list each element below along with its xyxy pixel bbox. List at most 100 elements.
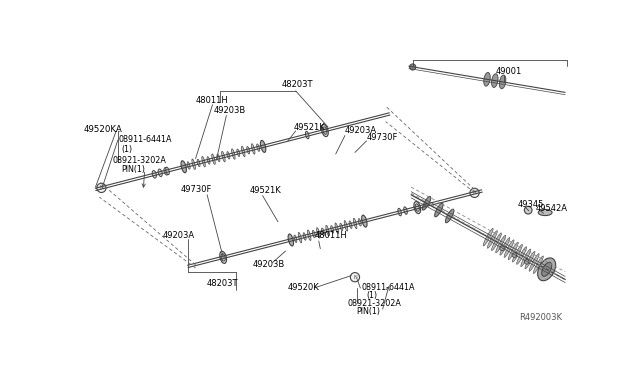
Ellipse shape: [500, 238, 510, 255]
Ellipse shape: [212, 154, 215, 164]
Ellipse shape: [312, 230, 316, 238]
Ellipse shape: [197, 159, 200, 167]
Ellipse shape: [257, 144, 260, 151]
Text: PIN(1): PIN(1): [122, 165, 146, 174]
Ellipse shape: [496, 235, 506, 253]
Ellipse shape: [317, 228, 320, 238]
Text: 08911-6441A: 08911-6441A: [118, 135, 172, 144]
Ellipse shape: [415, 204, 419, 211]
Ellipse shape: [541, 262, 552, 276]
Text: 49521K: 49521K: [250, 186, 281, 195]
Ellipse shape: [166, 167, 170, 175]
Ellipse shape: [261, 141, 265, 152]
Ellipse shape: [252, 144, 255, 154]
Ellipse shape: [305, 131, 309, 139]
Ellipse shape: [398, 208, 401, 216]
Ellipse shape: [331, 226, 333, 233]
Ellipse shape: [363, 216, 366, 226]
Ellipse shape: [349, 221, 352, 228]
Circle shape: [500, 246, 504, 251]
Text: 48203T: 48203T: [282, 80, 314, 89]
Circle shape: [97, 183, 106, 192]
Text: 48203T: 48203T: [207, 279, 239, 288]
Text: 49730F: 49730F: [367, 132, 398, 141]
Ellipse shape: [227, 151, 230, 159]
Text: 48011H: 48011H: [196, 96, 228, 105]
Ellipse shape: [221, 151, 225, 162]
Ellipse shape: [445, 209, 454, 223]
Ellipse shape: [288, 234, 294, 246]
Ellipse shape: [307, 230, 311, 241]
Text: (1): (1): [367, 291, 378, 300]
Text: PIN(1): PIN(1): [356, 307, 381, 316]
Ellipse shape: [335, 223, 339, 233]
Ellipse shape: [353, 218, 357, 229]
Ellipse shape: [221, 254, 225, 261]
Ellipse shape: [340, 223, 343, 231]
Circle shape: [524, 206, 532, 214]
Ellipse shape: [508, 242, 518, 260]
Ellipse shape: [525, 251, 535, 269]
Text: 49520K: 49520K: [288, 283, 320, 292]
Ellipse shape: [538, 258, 556, 281]
Ellipse shape: [321, 228, 324, 235]
Text: 49730F: 49730F: [180, 185, 212, 194]
Ellipse shape: [241, 146, 245, 157]
Ellipse shape: [303, 233, 306, 240]
Ellipse shape: [192, 159, 195, 169]
Ellipse shape: [152, 170, 156, 178]
Ellipse shape: [487, 231, 497, 248]
Ellipse shape: [516, 247, 527, 264]
Text: 49345: 49345: [517, 199, 544, 209]
Ellipse shape: [358, 219, 361, 226]
Ellipse shape: [298, 232, 301, 243]
Text: 08921-3202A: 08921-3202A: [348, 299, 401, 308]
Ellipse shape: [513, 244, 522, 262]
Ellipse shape: [323, 127, 327, 134]
Ellipse shape: [237, 149, 240, 157]
Ellipse shape: [499, 75, 506, 89]
Text: 49203A: 49203A: [345, 126, 377, 135]
Text: 08921-3202A: 08921-3202A: [113, 155, 166, 165]
Circle shape: [350, 273, 360, 282]
Ellipse shape: [541, 260, 552, 278]
Circle shape: [470, 188, 479, 198]
Ellipse shape: [362, 215, 367, 227]
Text: N: N: [473, 190, 476, 195]
Ellipse shape: [289, 235, 292, 245]
Ellipse shape: [492, 74, 498, 87]
Ellipse shape: [404, 207, 407, 214]
Ellipse shape: [182, 161, 186, 172]
Circle shape: [512, 253, 516, 257]
Ellipse shape: [217, 154, 220, 161]
Text: (1): (1): [122, 145, 132, 154]
Ellipse shape: [326, 225, 330, 236]
Text: 49520KA: 49520KA: [84, 125, 123, 134]
Ellipse shape: [202, 157, 205, 167]
Text: 49001: 49001: [496, 67, 522, 76]
Ellipse shape: [181, 161, 186, 173]
Text: 49203B: 49203B: [214, 106, 246, 115]
Ellipse shape: [483, 228, 493, 246]
Ellipse shape: [521, 249, 531, 267]
Ellipse shape: [422, 196, 431, 210]
Ellipse shape: [164, 167, 168, 175]
Text: 48011H: 48011H: [314, 231, 347, 240]
Text: 49521K: 49521K: [293, 123, 325, 132]
Ellipse shape: [504, 240, 514, 257]
Text: 49203B: 49203B: [253, 260, 285, 269]
Circle shape: [524, 260, 529, 264]
Text: 08911-6441A: 08911-6441A: [361, 283, 415, 292]
Ellipse shape: [538, 209, 552, 216]
Ellipse shape: [294, 235, 297, 243]
Ellipse shape: [247, 147, 250, 154]
Ellipse shape: [484, 73, 490, 86]
Ellipse shape: [187, 162, 190, 169]
Ellipse shape: [435, 203, 443, 217]
Ellipse shape: [260, 140, 266, 153]
Text: 49203A: 49203A: [163, 231, 195, 240]
Text: N: N: [353, 275, 357, 280]
Text: N: N: [100, 185, 103, 190]
Circle shape: [410, 64, 416, 70]
Ellipse shape: [232, 149, 235, 159]
